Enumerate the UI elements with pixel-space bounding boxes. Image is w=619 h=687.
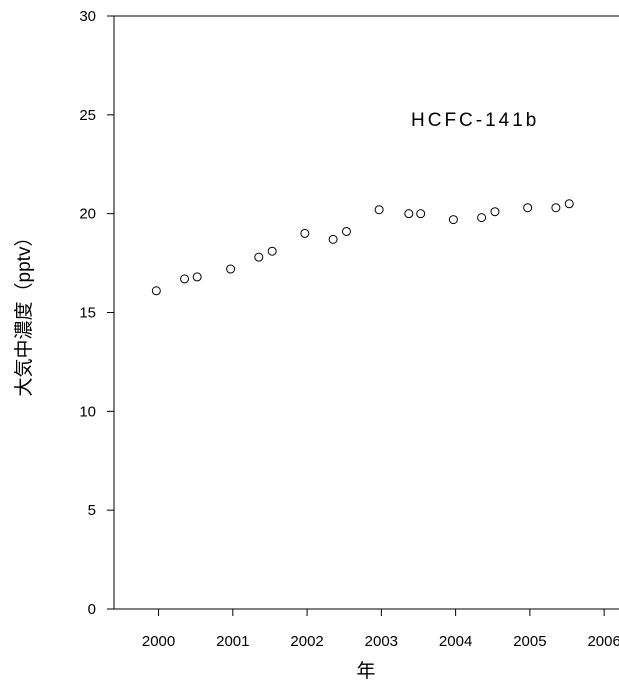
x-tick-label: 2001 bbox=[216, 633, 249, 650]
x-tick-label: 2003 bbox=[365, 633, 398, 650]
data-point bbox=[490, 207, 500, 217]
data-point bbox=[151, 286, 161, 296]
data-point bbox=[416, 209, 426, 219]
x-tick-label: 2005 bbox=[513, 633, 546, 650]
data-point bbox=[374, 205, 384, 215]
x-tick-label: 2000 bbox=[142, 633, 175, 650]
data-point bbox=[328, 234, 338, 244]
y-tick-label: 20 bbox=[79, 206, 96, 223]
x-ticks: 2000 2001 2002 2003 2004 2005 2006 bbox=[142, 609, 619, 650]
x-tick-label: 2004 bbox=[439, 633, 472, 650]
data-point bbox=[226, 264, 236, 274]
data-point bbox=[448, 215, 458, 225]
data-point bbox=[192, 272, 202, 282]
y-axis-title: 大気中濃度（pptv） bbox=[13, 228, 35, 397]
x-axis-title: 年 bbox=[356, 660, 375, 682]
data-point bbox=[180, 274, 190, 284]
x-tick-label: 2002 bbox=[290, 633, 323, 650]
data-point bbox=[551, 203, 561, 213]
data-points bbox=[151, 199, 574, 296]
data-point bbox=[404, 209, 414, 219]
y-tick-label: 25 bbox=[79, 107, 96, 124]
data-point bbox=[477, 213, 487, 223]
data-point bbox=[523, 203, 533, 213]
y-tick-label: 0 bbox=[88, 601, 96, 618]
y-tick-label: 15 bbox=[79, 305, 96, 322]
data-point bbox=[267, 246, 277, 256]
data-point bbox=[254, 252, 264, 262]
y-tick-label: 5 bbox=[88, 502, 96, 519]
data-point bbox=[300, 228, 310, 238]
y-ticks: 0 5 10 15 20 25 30 bbox=[79, 8, 114, 618]
axes bbox=[113, 15, 619, 610]
series-annotation: HCFC-141b bbox=[411, 110, 539, 131]
x-tick-label: 2006 bbox=[587, 633, 619, 650]
y-tick-label: 30 bbox=[79, 8, 96, 25]
y-tick-label: 10 bbox=[79, 403, 96, 420]
data-point bbox=[341, 226, 351, 236]
data-point bbox=[564, 199, 574, 209]
